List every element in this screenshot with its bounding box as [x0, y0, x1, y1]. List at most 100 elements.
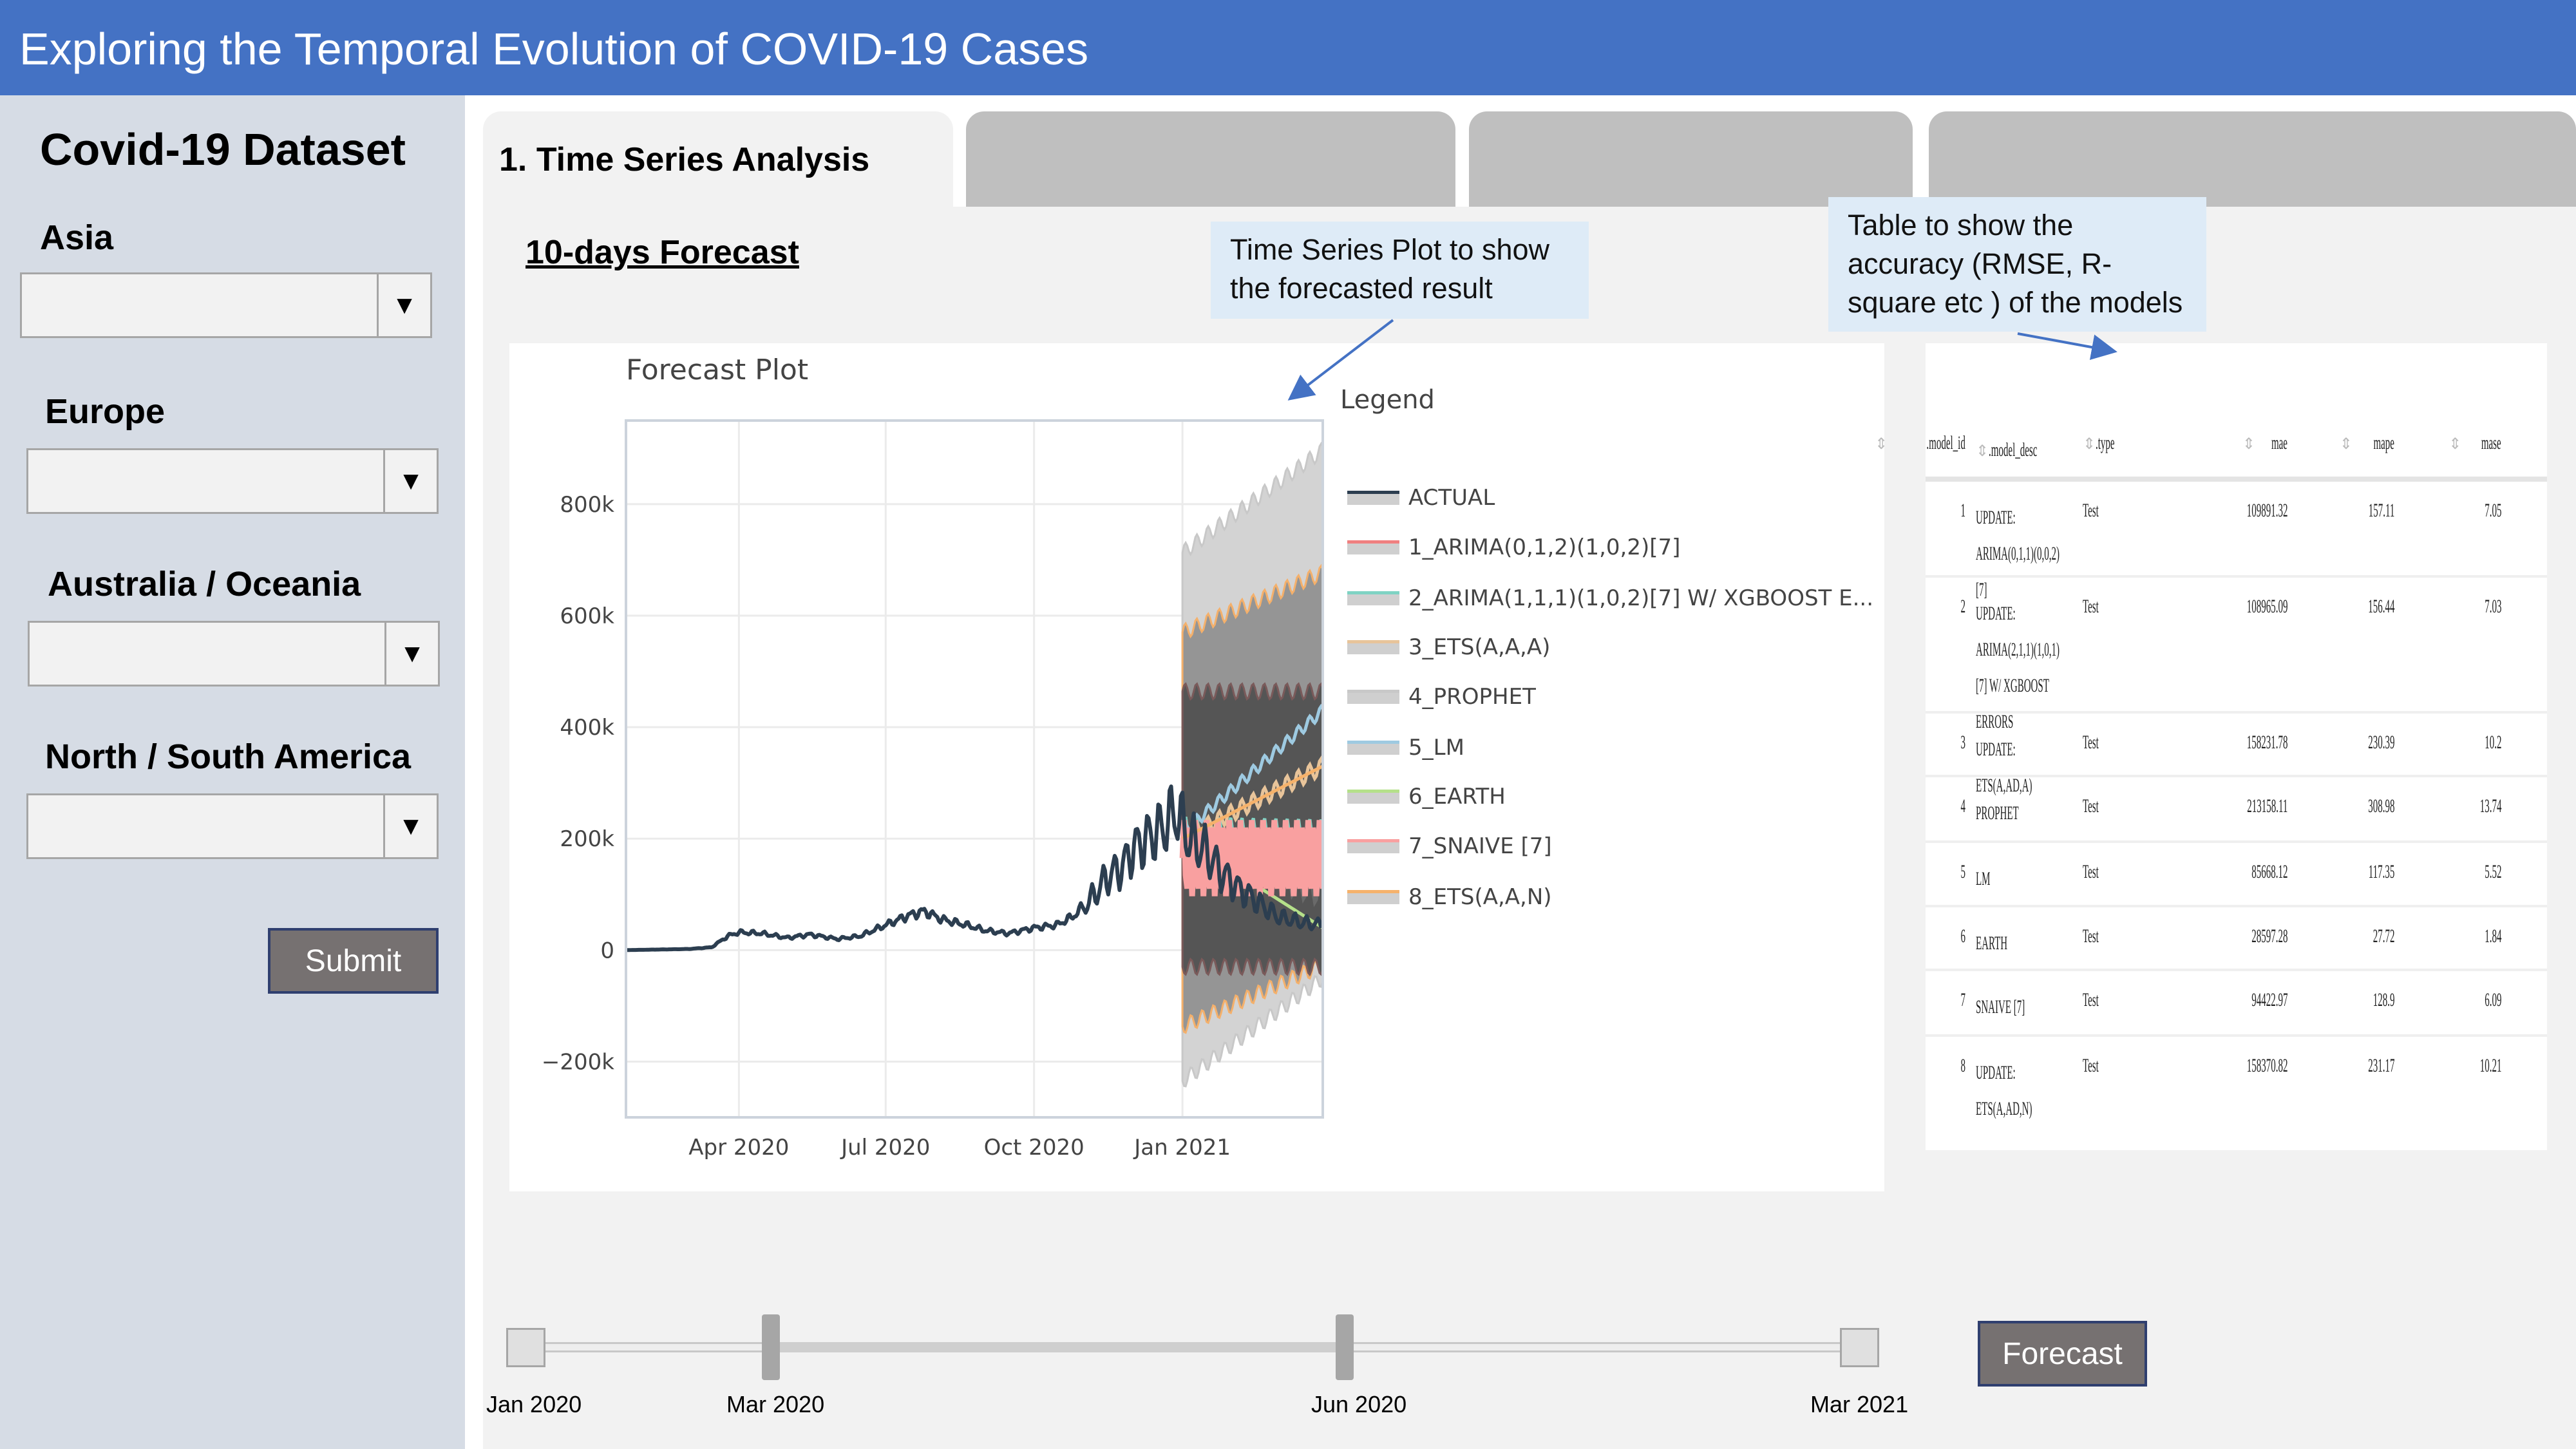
table-cell: UPDATE: ARIMA(2,1,1)(1,0,1)[7] W/ XGBOOS…: [1976, 596, 2150, 740]
cell-text: LM: [1976, 868, 1991, 889]
accuracy-table: ⇕ .model_id ⇕.model_desc ⇕.type ⇕ mae ⇕ mape ⇕ ma…: [1875, 343, 2547, 1150]
filter-label-oceania: Australia / Oceania: [48, 565, 361, 603]
oceania-dropdown[interactable]: ▼: [28, 621, 440, 687]
legend-label: 4_PROPHET: [1408, 684, 1536, 710]
asia-dropdown[interactable]: ▼: [20, 272, 432, 338]
cell-text: 108965.09: [2246, 596, 2287, 617]
table-cell: Test: [2083, 1055, 2115, 1077]
slider-min-handle[interactable]: [506, 1328, 545, 1367]
tab-3[interactable]: [1469, 111, 1913, 207]
cell-text: UPDATE: ARIMA(2,1,1)(1,0,1)[7] W/ XGBOOS…: [1976, 603, 2060, 732]
column-header[interactable]: ⇕ .model_id: [1875, 432, 1965, 454]
forecast-button[interactable]: Forecast: [1978, 1321, 2147, 1387]
legend-swatch: [1347, 790, 1399, 804]
column-header[interactable]: ⇕ mase: [2448, 432, 2501, 454]
title-bar: [0, 0, 2576, 95]
cell-text: Test: [2083, 500, 2099, 521]
cell-text: SNAIVE [7]: [1976, 996, 2025, 1018]
legend-item[interactable]: 1_ARIMA(0,1,2)(1,0,2)[7]: [1347, 531, 1680, 564]
table-cell: Test: [2083, 795, 2115, 817]
table-cell: 27.72: [2351, 925, 2394, 947]
legend-label: 1_ARIMA(0,1,2)(1,0,2)[7]: [1408, 535, 1681, 560]
table-cell: 6.09: [2468, 989, 2501, 1011]
table-cell: 28597.28: [2215, 925, 2287, 947]
cell-text: Test: [2083, 795, 2099, 817]
tab-4[interactable]: [1929, 111, 2576, 207]
cell-text: mae: [2271, 432, 2287, 453]
legend-label: 3_ETS(A,A,A): [1408, 634, 1551, 660]
slider-start-thumb[interactable]: [762, 1314, 780, 1380]
submit-button[interactable]: Submit: [268, 928, 439, 994]
cell-text: 231.17: [2367, 1055, 2394, 1076]
tab-2[interactable]: [966, 111, 1455, 207]
app-title: Exploring the Temporal Evolution of COVI…: [19, 24, 1089, 74]
europe-dropdown[interactable]: ▼: [26, 448, 439, 514]
slider-end-thumb[interactable]: [1336, 1314, 1354, 1380]
filter-label-europe: Europe: [45, 392, 166, 431]
legend-label: 2_ARIMA(1,1,1)(1,0,2)[7] W/ XGBOOST E...: [1408, 585, 1874, 611]
legend-item[interactable]: ACTUAL: [1347, 482, 1495, 514]
cell-text: 94422.97: [2251, 989, 2287, 1010]
americas-dropdown[interactable]: ▼: [26, 793, 439, 859]
cell-text: Test: [2083, 861, 2099, 882]
forecast-chart[interactable]: Forecast Plot −200k 0 200k 400k 600k 800k Apr 2…: [509, 343, 1884, 1191]
slider-max-handle[interactable]: [1840, 1328, 1879, 1367]
sort-arrows-icon[interactable]: ⇕: [2242, 436, 2256, 453]
date-range-slider-selection[interactable]: [779, 1342, 1352, 1352]
legend-item[interactable]: 7_SNAIVE [7]: [1347, 830, 1552, 862]
table-row: 2 UPDATE: ARIMA(2,1,1)(1,0,1)[7] W/ XGBOO…: [1926, 575, 2547, 732]
cell-text: 157.11: [2368, 500, 2394, 521]
column-header[interactable]: ⇕ mae: [2242, 432, 2287, 454]
table-cell: Test: [2083, 596, 2115, 618]
legend-item[interactable]: 3_ETS(A,A,A): [1347, 631, 1550, 663]
column-header[interactable]: ⇕.type: [2083, 432, 2134, 454]
cell-text: 158231.78: [2246, 732, 2287, 753]
tab-time-series-analysis-label: 1. Time Series Analysis: [499, 141, 870, 178]
table-cell: 230.39: [2342, 732, 2394, 753]
legend-item[interactable]: 8_ETS(A,A,N): [1347, 881, 1552, 913]
column-header[interactable]: ⇕.model_desc: [1976, 432, 2163, 468]
table-cell: 1: [1956, 500, 1966, 522]
legend-swatch: [1347, 690, 1399, 704]
x-tick-label: Oct 2020: [984, 1135, 1084, 1160]
forecast-line: [1180, 703, 1323, 834]
cell-text: PROPHET: [1976, 802, 2019, 824]
sort-arrows-icon[interactable]: ⇕: [2448, 436, 2462, 453]
chevron-down-icon[interactable]: ▼: [377, 274, 430, 336]
slider-end-label: Jun 2020: [1311, 1391, 1407, 1417]
chevron-down-icon[interactable]: ▼: [384, 623, 438, 685]
tab-time-series-analysis[interactable]: [483, 111, 953, 207]
legend-item[interactable]: 4_PROPHET: [1347, 681, 1536, 713]
cell-text: mase: [2481, 432, 2501, 453]
legend-label: 7_SNAIVE [7]: [1408, 833, 1552, 859]
table-cell: 213158.11: [2206, 795, 2287, 817]
sort-arrows-icon[interactable]: ⇕: [2339, 436, 2353, 453]
cell-text: 13.74: [2479, 795, 2501, 817]
table-cell: UPDATE: ARIMA(0,1,1)(0,0,2)[7]: [1976, 500, 2150, 608]
sort-arrows-icon[interactable]: ⇕: [2083, 436, 2096, 453]
table-cell: UPDATE: ETS(A,AD,A): [1976, 732, 2150, 804]
table-cell: Test: [2083, 861, 2115, 883]
legend-item[interactable]: 2_ARIMA(1,1,1)(1,0,2)[7] W/ XGBOOST E...: [1347, 582, 1873, 614]
cell-text: .model_desc: [1989, 439, 2038, 460]
cell-text: .model_id: [1926, 432, 1965, 453]
cell-text: 213158.11: [2246, 795, 2287, 817]
legend-item[interactable]: 5_LM: [1347, 732, 1464, 764]
filter-label-asia: Asia: [40, 218, 114, 257]
legend-item[interactable]: 6_EARTH: [1347, 781, 1506, 813]
cell-text: 158370.82: [2246, 1055, 2287, 1076]
cell-text: Test: [2083, 596, 2099, 617]
cell-text: 2: [1960, 596, 1966, 617]
sort-arrows-icon[interactable]: ⇕: [1976, 443, 1989, 460]
chevron-down-icon[interactable]: ▼: [383, 795, 437, 857]
plot-area: [626, 441, 1323, 1088]
slider-start-label: Mar 2020: [726, 1391, 825, 1417]
cell-text: UPDATE: ARIMA(0,1,1)(0,0,2)[7]: [1976, 507, 2060, 600]
y-tick-label: −200k: [542, 1049, 614, 1075]
table-row: 7 SNAIVE [7] Test 94422.97 128.9 6.09: [1926, 969, 2547, 1034]
column-header[interactable]: ⇕ mape: [2340, 432, 2394, 454]
cell-text: 28597.28: [2251, 925, 2287, 947]
sort-arrows-icon[interactable]: ⇕: [1875, 436, 1888, 453]
x-tick-label: Jul 2020: [840, 1135, 930, 1160]
chevron-down-icon[interactable]: ▼: [383, 450, 437, 512]
